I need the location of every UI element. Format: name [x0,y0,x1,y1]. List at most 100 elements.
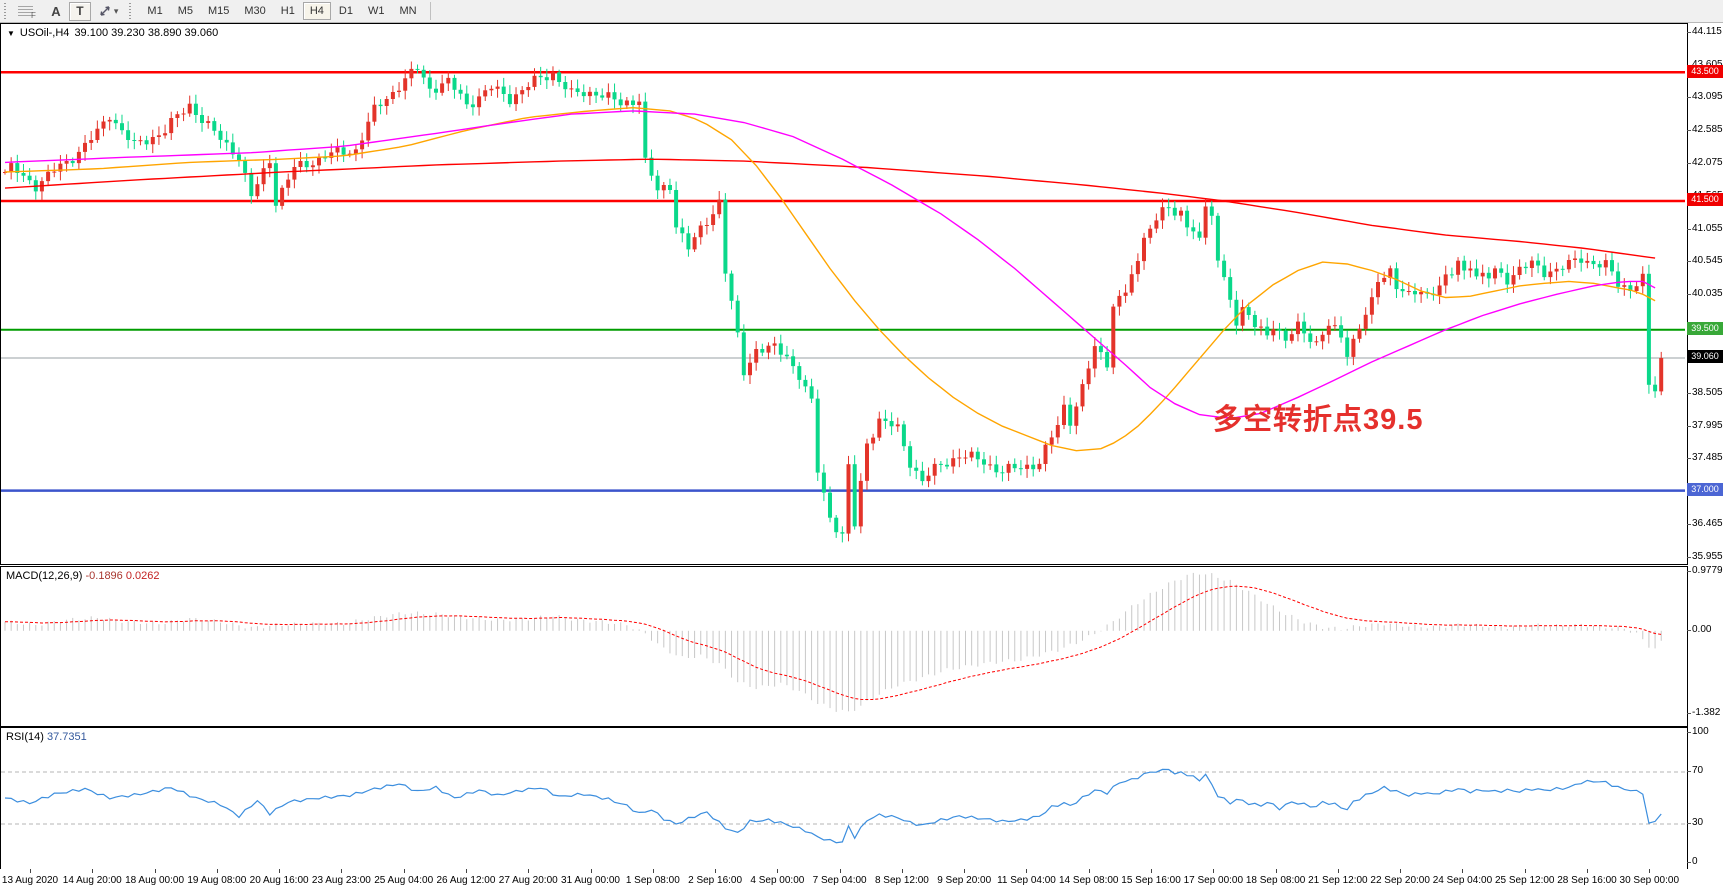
time-axis-tick-mark [30,869,31,873]
price-line-badge-41.500: 41.500 [1687,193,1723,207]
timeframe-button-mn[interactable]: MN [392,2,423,20]
price-axis-tick-mark [1687,523,1691,525]
timeframe-button-m30[interactable]: M30 [237,2,272,20]
time-axis-tick-mark [839,869,841,873]
rsi-value: 37.7351 [46,731,87,743]
macd-axis-tick: 0.00 [1692,623,1712,635]
time-axis-label: 24 Sep 04:00 [1432,875,1493,886]
toolbar-separator [429,2,431,20]
time-axis-label: 20 Aug 16:00 [249,875,309,886]
time-axis-label: 31 Aug 00:00 [561,875,620,886]
price-line-badge-39.060: 39.060 [1687,350,1723,364]
macd-main-value: -0.1896 [85,570,123,582]
text-box-button[interactable]: T [68,1,91,21]
ma-fast-magenta [4,110,1656,419]
price-axis-tick-mark [1687,31,1691,33]
time-axis-label: 18 Aug 00:00 [125,875,185,886]
timeframe-button-d1[interactable]: D1 [332,2,360,20]
price-axis-tick-mark [1687,97,1691,99]
price-axis-tick: 40.545 [1692,255,1723,267]
price-chart-canvas[interactable] [1,24,1685,562]
rsi-line [4,768,1662,844]
timeframe-drag-handle[interactable] [128,3,134,19]
time-axis-tick-mark [1213,869,1215,873]
time-axis-label: 15 Sep 16:00 [1121,875,1181,886]
cursor-arrows-button[interactable]: ▾ [93,2,124,21]
indicator-frame-button[interactable]: F [13,2,43,21]
price-axis-tick: 42.075 [1692,156,1723,168]
time-axis-tick-mark [465,869,467,873]
time-axis-tick-mark [590,869,592,873]
time-axis-tick-mark [154,869,156,873]
macd-panel[interactable]: MACD(12,26,9) -0.1896 0.0262 [0,566,1688,727]
time-axis-label: 23 Aug 23:00 [311,875,371,886]
rsi-name: RSI(14) [6,731,44,743]
price-axis-tick-mark [1687,458,1691,460]
price-axis-tick-mark [1687,162,1691,164]
time-axis-label: 22 Sep 20:00 [1370,875,1430,886]
time-axis-label: 28 Sep 16:00 [1557,875,1617,886]
time-axis-tick-mark [92,869,94,873]
time-axis-tick-mark [652,869,654,873]
price-axis-tick-mark [1687,261,1691,263]
time-axis-label: 11 Sep 04:00 [997,875,1056,886]
letter-t-icon: T [76,4,84,18]
price-axis-tick-mark [1687,228,1691,230]
price-axis-tick: 35.955 [1692,550,1723,562]
price-axis-tick: 40.035 [1692,288,1723,300]
time-axis-label: 7 Sep 04:00 [812,875,867,886]
time-axis-label: 2 Sep 16:00 [688,875,743,886]
time-axis-label: 26 Aug 12:00 [436,875,496,886]
time-axis-tick-mark [1026,869,1028,873]
rsi-panel[interactable]: RSI(14) 37.7351 [0,727,1688,871]
letter-a-icon: A [51,3,61,19]
price-line-badge-37.000: 37.000 [1687,483,1723,497]
rsi-canvas[interactable] [1,728,1685,868]
timeframe-button-m15[interactable]: M15 [201,2,236,20]
time-axis-label: 13 Aug 2020 [1,875,59,886]
price-axis-tick: 44.115 [1692,25,1722,37]
macd-canvas[interactable] [1,567,1685,724]
macd-axis-tick-mark [1687,571,1691,572]
rsi-label: RSI(14) 37.7351 [6,731,87,743]
time-axis-label: 25 Aug 04:00 [374,875,434,886]
price-axis-tick-mark [1687,425,1691,427]
price-axis-tick: 41.055 [1692,222,1723,234]
time-axis[interactable]: 13 Aug 2020 14 Aug 20:00 18 Aug 00:00 19 Au… [0,869,1723,895]
rsi-axis-tick: 70 [1692,765,1704,776]
time-axis-tick-mark [528,869,530,873]
timeframe-button-m1[interactable]: M1 [140,2,169,20]
time-axis-tick-mark [1462,869,1464,873]
time-axis-tick-mark [1337,869,1339,873]
price-axis-tick: 43.095 [1692,91,1723,103]
ohlc-values: 39.100 39.230 38.890 39.060 [74,27,219,39]
timeframe-button-h1[interactable]: H1 [274,2,302,20]
price-axis-tick: 37.485 [1692,452,1723,464]
time-axis-label: 27 Aug 20:00 [498,875,558,886]
toolbar-drag-handle[interactable] [3,3,8,19]
text-label-button[interactable]: A [45,2,67,21]
price-axis-tick-mark [1687,392,1691,394]
macd-axis-tick-mark [1687,629,1691,631]
rsi-axis-tick-mark [1687,771,1691,772]
time-axis-label: 9 Sep 20:00 [937,875,992,886]
price-axis-tick: 43.605 [1692,59,1723,70]
frame-f-label: F [31,10,36,20]
macd-axis-tick: -1.382 [1692,707,1721,718]
time-axis-tick-mark [777,869,779,873]
ma-medium-orange [4,106,1656,452]
timeframe-button-m5[interactable]: M5 [171,2,200,20]
price-axis-tick: 37.995 [1692,419,1723,431]
time-axis-label: 1 Sep 08:00 [625,875,680,886]
macd-label: MACD(12,26,9) -0.1896 0.0262 [6,570,160,582]
timeframe-button-h4[interactable]: H4 [302,2,331,20]
price-line-badge-39.500: 39.500 [1687,322,1723,336]
rsi-axis-tick: 0 [1692,856,1698,867]
time-axis-label: 25 Sep 12:00 [1494,875,1555,886]
time-axis-label: 14 Sep 08:00 [1059,875,1119,886]
price-chart-panel[interactable]: ▼ USOil-,H4 39.100 39.230 38.890 39.060 … [0,23,1688,565]
price-axis-tick-mark [1687,294,1691,296]
symbol-dropdown-caret[interactable]: ▼ [7,28,15,38]
macd-axis-tick-mark [1687,713,1691,714]
timeframe-button-w1[interactable]: W1 [361,2,392,20]
